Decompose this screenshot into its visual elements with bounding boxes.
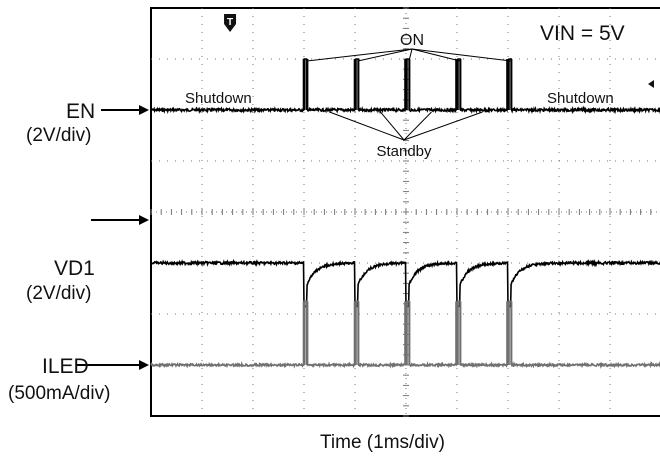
leader-line-on <box>411 48 512 62</box>
annotation-shutdown-left: Shutdown <box>185 90 252 107</box>
leader-line-standby <box>403 111 483 141</box>
marker-arrow-vd1-head <box>139 215 149 225</box>
trace-en <box>150 58 660 115</box>
leader-line-on <box>411 48 461 62</box>
leader-line-standby <box>380 111 405 141</box>
trigger-marker-letter: T <box>227 17 233 28</box>
channel-scale-en: (2V/div) <box>26 125 92 146</box>
channel-label-vd1: VD1 <box>54 257 95 280</box>
annotation-standby: Standby <box>376 143 432 160</box>
channel-scale-iled: (500mA/div) <box>8 383 111 404</box>
leader-line-on <box>408 48 413 62</box>
leader-line-on <box>306 48 413 62</box>
channel-scale-vd1: (2V/div) <box>26 283 92 304</box>
right-edge-marker-icon <box>648 80 654 88</box>
x-axis-title: Time (1ms/div) <box>320 432 445 453</box>
marker-arrow-en-head <box>139 105 149 115</box>
channel-label-iled: ILED <box>42 355 89 378</box>
annotation-shutdown-right: Shutdown <box>547 90 614 107</box>
leader-line-on <box>357 48 413 62</box>
leader-line-standby <box>403 111 432 141</box>
channel-label-en: EN <box>66 100 96 123</box>
annotation-vin: VIN = 5V <box>540 22 625 45</box>
marker-arrow-iled-head <box>139 360 149 370</box>
annotation-on: ON <box>400 32 424 49</box>
trigger-marker-icon <box>224 14 237 32</box>
leader-line-standby <box>329 111 405 141</box>
trace-iled <box>150 300 660 369</box>
